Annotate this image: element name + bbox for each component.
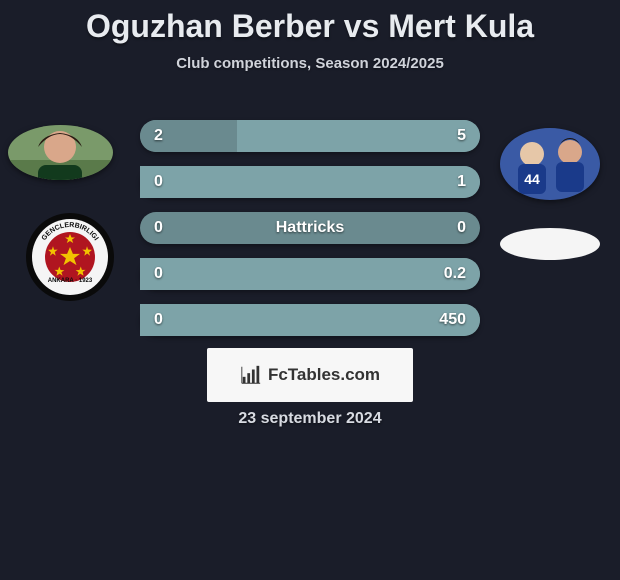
stat-value-left: 0 bbox=[154, 219, 163, 237]
watermark-text: FcTables.com bbox=[268, 365, 380, 385]
svg-text:ANKARA · 1923: ANKARA · 1923 bbox=[48, 278, 93, 284]
stat-row: 0Goals per match0.2 bbox=[140, 258, 480, 290]
stat-value-left: 2 bbox=[154, 127, 163, 145]
stat-bar-right bbox=[237, 120, 480, 152]
stat-value-right: 1 bbox=[457, 173, 466, 191]
stat-value-right: 0 bbox=[457, 219, 466, 237]
watermark: FcTables.com bbox=[207, 348, 413, 402]
stat-value-left: 0 bbox=[154, 173, 163, 191]
stat-value-left: 0 bbox=[154, 311, 163, 329]
stat-bar-right bbox=[140, 258, 480, 290]
date-text: 23 september 2024 bbox=[0, 410, 620, 428]
stat-bar-right bbox=[140, 304, 480, 336]
page-title: Oguzhan Berber vs Mert Kula bbox=[0, 0, 620, 45]
stat-value-left: 0 bbox=[154, 265, 163, 283]
stat-value-right: 5 bbox=[457, 127, 466, 145]
chart-icon bbox=[240, 364, 262, 386]
subtitle: Club competitions, Season 2024/2025 bbox=[0, 55, 620, 72]
club-left-badge: GENCLERBIRLIGI ANKARA · 1923 bbox=[20, 212, 120, 302]
stat-row: 0Min per goal450 bbox=[140, 304, 480, 336]
stat-label: Hattricks bbox=[276, 219, 344, 237]
stat-row: 2Matches5 bbox=[140, 120, 480, 152]
player-left-avatar bbox=[8, 125, 113, 180]
club-right-badge bbox=[500, 228, 600, 260]
stat-value-right: 0.2 bbox=[444, 265, 466, 283]
stats-container: 2Matches50Goals10Hattricks00Goals per ma… bbox=[140, 120, 480, 350]
player-right-avatar: 44 bbox=[500, 128, 600, 200]
svg-text:44: 44 bbox=[524, 171, 540, 187]
stat-row: 0 Hattricks 0 bbox=[140, 212, 480, 244]
stat-row: 0Goals1 bbox=[140, 166, 480, 198]
stat-value-right: 450 bbox=[439, 311, 466, 329]
stat-bar-right bbox=[140, 166, 480, 198]
